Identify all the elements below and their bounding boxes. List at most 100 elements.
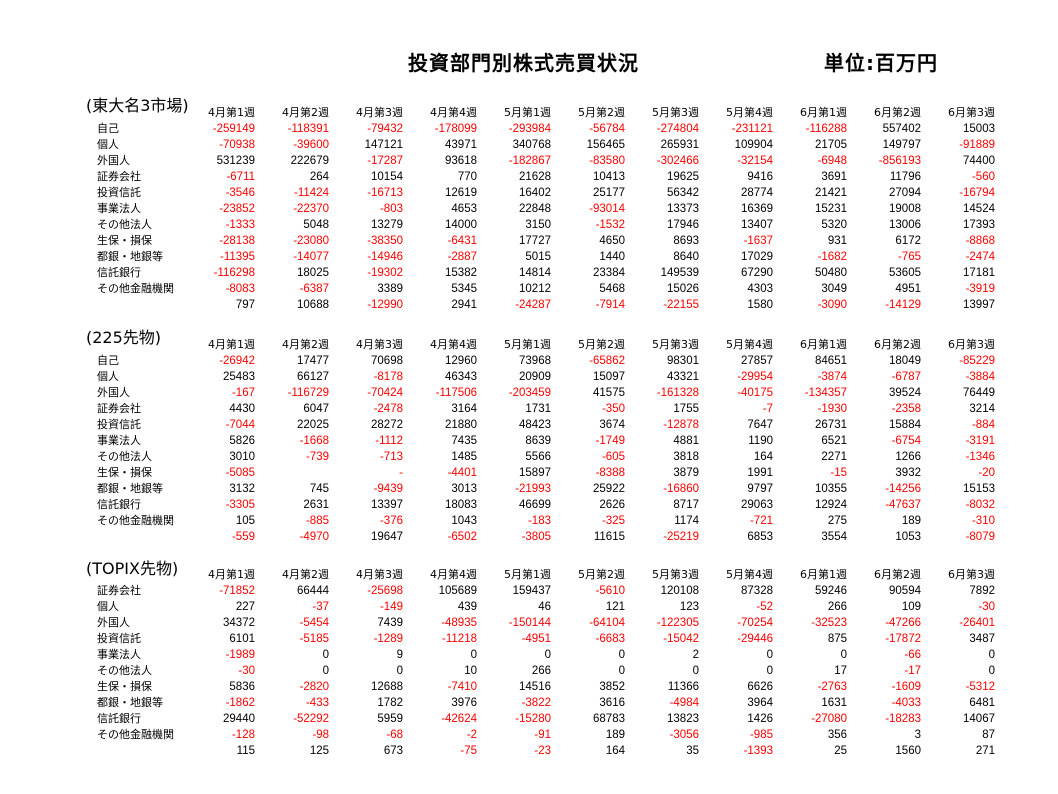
column-header: 4月第4週 xyxy=(430,106,477,119)
table-cell: 10154 xyxy=(371,171,403,183)
table-cell: -4033 xyxy=(891,697,921,709)
table-cell: 189 xyxy=(901,515,921,527)
table-cell: -2478 xyxy=(373,403,403,415)
table-cell: 1580 xyxy=(747,299,773,311)
table-cell: -6683 xyxy=(595,633,625,645)
table-cell: -3056 xyxy=(669,729,699,741)
table-cell: 149539 xyxy=(660,267,699,279)
table-cell: -203459 xyxy=(508,387,551,399)
table-cell: 797 xyxy=(235,299,255,311)
table-cell: 0 xyxy=(322,665,329,677)
table-cell: -7410 xyxy=(447,681,477,693)
table-cell: 25922 xyxy=(593,483,625,495)
table-cell: -11395 xyxy=(220,251,255,263)
table-cell: -26401 xyxy=(959,617,995,629)
table-cell: 2626 xyxy=(599,499,625,511)
row-label: 証券会社 xyxy=(97,584,141,597)
table-cell: 6521 xyxy=(821,435,847,447)
table-cell: 8640 xyxy=(673,251,699,263)
table-cell: 35 xyxy=(686,745,699,757)
table-cell: -2887 xyxy=(447,251,477,263)
table-cell: 66127 xyxy=(297,371,329,383)
table-cell: -91 xyxy=(534,729,551,741)
row-label: 個人 xyxy=(97,370,119,383)
table-cell: -325 xyxy=(601,515,625,527)
table-cell: -29954 xyxy=(737,371,773,383)
table-cell: 1053 xyxy=(895,531,921,543)
table-cell: 1560 xyxy=(895,745,921,757)
header-spacer xyxy=(97,337,181,353)
table-cell: 264 xyxy=(309,171,329,183)
table-cell: -150144 xyxy=(508,617,551,629)
column-header: 5月第4週 xyxy=(726,338,773,351)
table-cell: 13006 xyxy=(889,219,921,231)
table-cell: -6754 xyxy=(891,435,921,447)
table-cell: -83580 xyxy=(589,155,625,167)
table-cell: -884 xyxy=(971,419,995,431)
table-cell: -6387 xyxy=(299,283,329,295)
column-header: 6月第1週 xyxy=(800,338,847,351)
table-cell: 120108 xyxy=(660,585,699,597)
table-cell: 109 xyxy=(901,601,921,613)
column-header: 4月第4週 xyxy=(430,568,477,581)
table-cell: -3546 xyxy=(225,187,255,199)
table-cell: 8639 xyxy=(525,435,551,447)
table-cell: 109904 xyxy=(734,139,773,151)
table-cell: 3976 xyxy=(451,697,477,709)
table-cell: 6481 xyxy=(969,697,995,709)
table-cell: -17872 xyxy=(885,633,921,645)
table-cell: 9797 xyxy=(747,483,773,495)
table-cell: 1991 xyxy=(747,467,773,479)
table-cell: 156465 xyxy=(586,139,625,151)
table-cell: 25483 xyxy=(223,371,255,383)
table-cell: 14524 xyxy=(963,203,995,215)
table-cell: -1930 xyxy=(817,403,847,415)
table-cell: -2 xyxy=(466,729,477,741)
row-label: 投資信託 xyxy=(97,632,141,645)
table-cell: 121 xyxy=(605,601,625,613)
table-cell: 13397 xyxy=(371,499,403,511)
table-cell: 12924 xyxy=(815,499,847,511)
table-cell: 22848 xyxy=(519,203,551,215)
table-cell: -30 xyxy=(978,601,995,613)
table-cell: 8717 xyxy=(673,499,699,511)
table-cell: 56342 xyxy=(667,187,699,199)
table-cell: 21628 xyxy=(519,171,551,183)
table-cell: 0 xyxy=(766,665,773,677)
table-cell: -3191 xyxy=(965,435,995,447)
row-label: その他法人 xyxy=(97,664,152,677)
table-cell: -3805 xyxy=(521,531,551,543)
table-cell: -71852 xyxy=(219,585,255,597)
column-header: 6月第3週 xyxy=(948,568,995,581)
table-cell: -8868 xyxy=(965,235,995,247)
table-cell: -985 xyxy=(749,729,773,741)
table-cell: 5048 xyxy=(303,219,329,231)
table-cell: 1043 xyxy=(451,515,477,527)
table-cell: 1266 xyxy=(895,451,921,463)
table-cell: 4881 xyxy=(673,435,699,447)
table-cell: -6431 xyxy=(447,235,477,247)
column-header: 4月第2週 xyxy=(282,338,329,351)
table-cell: 15153 xyxy=(963,483,995,495)
table-cell: 21880 xyxy=(445,419,477,431)
table-cell: -7 xyxy=(762,403,773,415)
column-header: 6月第3週 xyxy=(948,338,995,351)
column-header: 4月第1週 xyxy=(208,338,255,351)
column-header: 5月第2週 xyxy=(578,338,625,351)
table-cell: -66 xyxy=(904,649,921,661)
table-cell: 18049 xyxy=(889,355,921,367)
table-cell: -721 xyxy=(749,515,773,527)
table-cell: -40175 xyxy=(737,387,773,399)
table-cell: -68 xyxy=(386,729,403,741)
table-cell: -26942 xyxy=(219,355,255,367)
table-cell: 93618 xyxy=(445,155,477,167)
table-cell: -23080 xyxy=(293,235,329,247)
row-label: 生保・損保 xyxy=(97,466,152,479)
table-cell: 3150 xyxy=(525,219,551,231)
table-cell: -2763 xyxy=(817,681,847,693)
row-label: その他法人 xyxy=(97,218,152,231)
table-cell: -22155 xyxy=(663,299,699,311)
column-header: 5月第3週 xyxy=(652,338,699,351)
table-cell: 11796 xyxy=(889,171,921,183)
table-cell: 745 xyxy=(309,483,329,495)
